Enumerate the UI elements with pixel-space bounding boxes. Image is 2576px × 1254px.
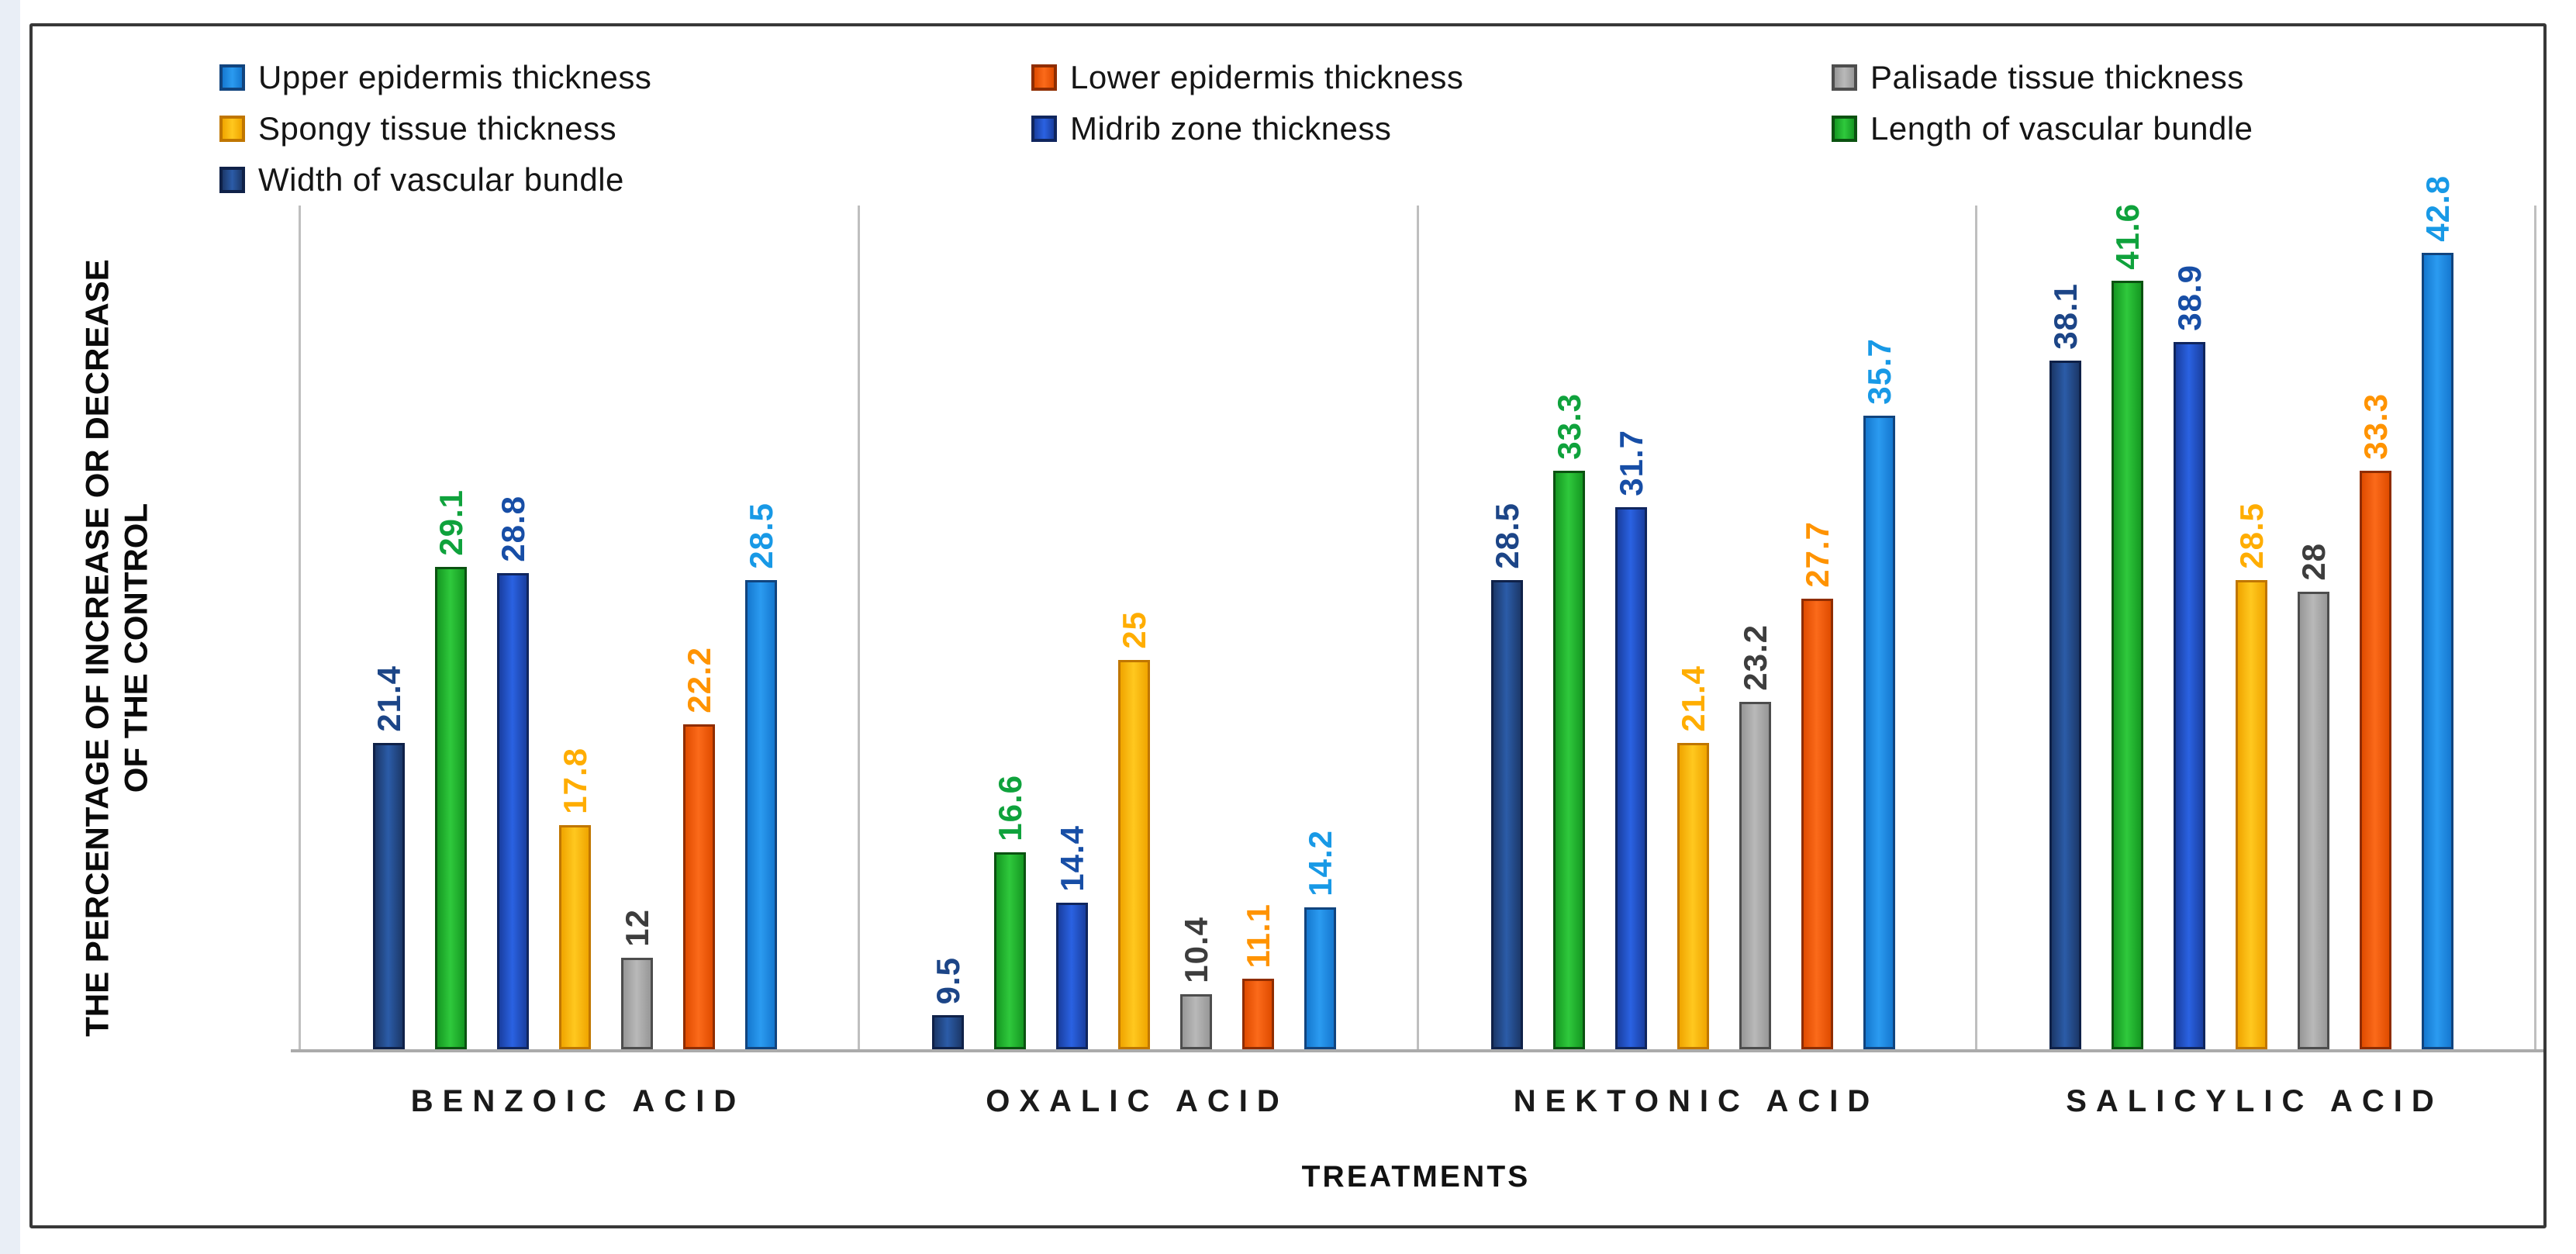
bar-palisade-tissue-thickness (1739, 702, 1771, 1049)
bar-midrib-zone-thickness (497, 573, 529, 1049)
legend-item-length-of-vascular-bundle: Length of vascular bundle (1832, 109, 2253, 149)
legend-swatch-icon (1031, 116, 1057, 142)
legend-label: Width of vascular bundle (258, 161, 624, 198)
value-label: 25 (1115, 611, 1152, 649)
value-label: 38.1 (2046, 283, 2084, 350)
value-label: 28.5 (742, 503, 779, 569)
legend-swatch-icon (219, 167, 245, 193)
value-label: 14.4 (1053, 825, 1090, 892)
bar-width-of-vascular-bundle (2049, 361, 2081, 1049)
legend-label: Lower epidermis thickness (1070, 59, 1464, 95)
page-background-strip (0, 0, 20, 1254)
bar-midrib-zone-thickness (2174, 342, 2205, 1049)
x-axis-line (291, 1049, 2543, 1052)
bar-length-of-vascular-bundle (1553, 471, 1585, 1049)
category-label: BENZOIC ACID (410, 1084, 746, 1118)
category-separator-line (299, 206, 301, 1049)
bar-length-of-vascular-bundle (435, 567, 467, 1049)
legend-label: Upper epidermis thickness (258, 59, 652, 95)
value-label: 16.6 (991, 775, 1028, 841)
legend-label: Palisade tissue thickness (1870, 59, 2244, 95)
bar-palisade-tissue-thickness (2298, 592, 2329, 1049)
value-label: 10.4 (1177, 917, 1214, 983)
bar-width-of-vascular-bundle (932, 1015, 964, 1049)
value-label: 35.7 (1860, 338, 1897, 405)
bar-upper-epidermis-thickness (745, 580, 777, 1049)
legend-swatch-icon (1832, 116, 1857, 142)
bar-lower-epidermis-thickness (1242, 979, 1274, 1049)
legend-item-upper-epidermis-thickness: Upper epidermis thickness (219, 57, 651, 98)
bar-upper-epidermis-thickness (2422, 253, 2453, 1049)
legend-swatch-icon (219, 116, 245, 142)
category-label: NEKTONIC ACID (1513, 1084, 1880, 1118)
value-label: 42.8 (2419, 175, 2456, 242)
x-axis-title: TREATMENTS (1301, 1160, 1531, 1194)
bar-spongy-tissue-thickness (2236, 580, 2267, 1049)
value-label: 14.2 (1301, 830, 1338, 896)
category-label: SALICYLIC ACID (2066, 1084, 2443, 1118)
category-label: OXALIC ACID (986, 1084, 1289, 1118)
legend-item-palisade-tissue-thickness: Palisade tissue thickness (1832, 57, 2244, 98)
value-label: 29.1 (432, 489, 469, 556)
bar-spongy-tissue-thickness (1677, 743, 1709, 1049)
bar-width-of-vascular-bundle (373, 743, 405, 1049)
bar-upper-epidermis-thickness (1304, 907, 1336, 1049)
bar-length-of-vascular-bundle (2112, 281, 2143, 1049)
value-label: 22.2 (680, 647, 717, 713)
legend-swatch-icon (219, 64, 245, 91)
category-separator-line (1417, 206, 1419, 1049)
value-label: 28 (2295, 543, 2332, 581)
value-label: 28.8 (494, 496, 531, 562)
bar-midrib-zone-thickness (1056, 903, 1088, 1049)
value-label: 41.6 (2108, 203, 2146, 270)
y-axis-title: THE PERCENTAGE OF INCREASE OR DECREASE O… (78, 129, 154, 1168)
bar-upper-epidermis-thickness (1863, 416, 1895, 1049)
bar-width-of-vascular-bundle (1491, 580, 1523, 1049)
value-label: 28.5 (1488, 503, 1525, 569)
value-label: 28.5 (2232, 503, 2270, 569)
value-label: 23.2 (1736, 624, 1773, 691)
bar-length-of-vascular-bundle (994, 852, 1026, 1049)
value-label: 12 (618, 909, 655, 947)
bar-lower-epidermis-thickness (1801, 599, 1833, 1049)
legend-item-lower-epidermis-thickness: Lower epidermis thickness (1031, 57, 1463, 98)
category-separator-line (1975, 206, 1977, 1049)
chart-frame (29, 23, 2547, 1228)
value-label: 21.4 (1674, 665, 1711, 732)
legend-swatch-icon (1031, 64, 1057, 91)
legend-item-width-of-vascular-bundle: Width of vascular bundle (219, 160, 624, 200)
category-separator-line (2534, 206, 2536, 1049)
bar-spongy-tissue-thickness (559, 825, 591, 1049)
y-axis-title-line2: OF THE CONTROL (117, 503, 154, 793)
value-label: 27.7 (1798, 521, 1835, 588)
value-label: 21.4 (370, 665, 407, 732)
legend-item-midrib-zone-thickness: Midrib zone thickness (1031, 109, 1391, 149)
value-label: 33.3 (2357, 393, 2394, 460)
bar-palisade-tissue-thickness (621, 958, 653, 1049)
bar-spongy-tissue-thickness (1118, 660, 1150, 1049)
bar-lower-epidermis-thickness (2360, 471, 2391, 1049)
legend-label: Midrib zone thickness (1070, 110, 1392, 147)
y-axis-title-line1: THE PERCENTAGE OF INCREASE OR DECREASE (78, 259, 116, 1037)
bar-lower-epidermis-thickness (683, 724, 715, 1049)
value-label: 33.3 (1550, 393, 1587, 460)
category-separator-line (858, 206, 860, 1049)
bar-palisade-tissue-thickness (1180, 994, 1212, 1049)
value-label: 11.1 (1239, 903, 1276, 968)
legend-label: Spongy tissue thickness (258, 110, 617, 147)
bar-midrib-zone-thickness (1615, 507, 1647, 1049)
legend-item-spongy-tissue-thickness: Spongy tissue thickness (219, 109, 616, 149)
legend-swatch-icon (1832, 64, 1857, 91)
value-label: 9.5 (929, 956, 966, 1004)
value-label: 17.8 (556, 748, 593, 814)
value-label: 31.7 (1612, 430, 1649, 496)
legend-label: Length of vascular bundle (1870, 110, 2253, 147)
value-label: 38.9 (2170, 264, 2208, 331)
